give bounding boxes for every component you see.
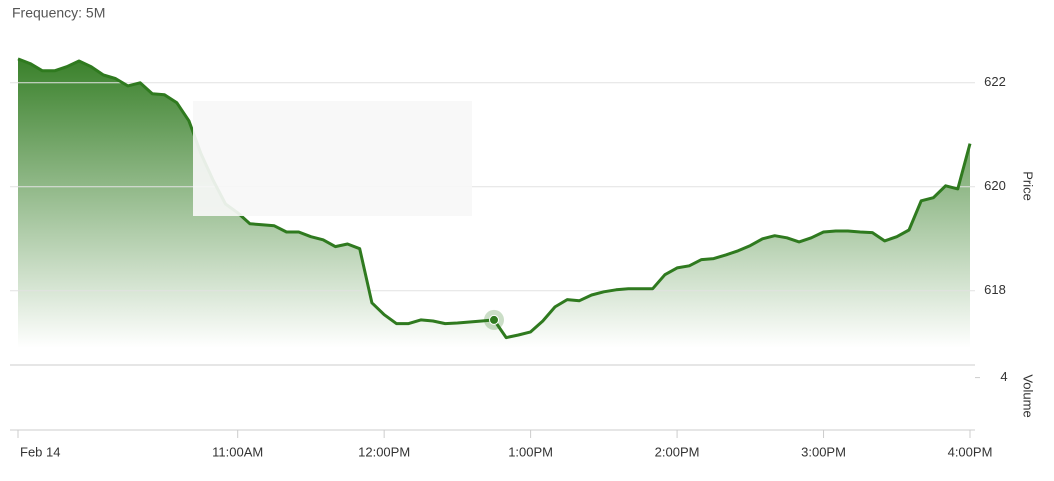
volume-axis-label: Volume — [1021, 374, 1036, 417]
y-tick-label: 618 — [984, 282, 1006, 297]
area — [18, 58, 970, 349]
x-tick-label: 2:00PM — [655, 444, 700, 459]
volume-tick-label: 4 — [1000, 369, 1007, 384]
x-tick-label: Feb 14 — [20, 444, 60, 459]
hover-point — [489, 314, 499, 325]
x-tick-label: 1:00PM — [508, 444, 553, 459]
x-tick-label: 12:00PM — [358, 444, 410, 459]
x-tick-label: 3:00PM — [801, 444, 846, 459]
y-tick-label: 622 — [984, 74, 1006, 89]
y-tick-label: 620 — [984, 178, 1006, 193]
chart-title: Frequency: 5M — [12, 5, 105, 21]
x-tick-label: 4:00PM — [948, 444, 993, 459]
y-axis-label: Price — [1021, 171, 1036, 201]
x-tick-label: 11:00AM — [212, 444, 263, 459]
tooltip — [193, 101, 472, 216]
